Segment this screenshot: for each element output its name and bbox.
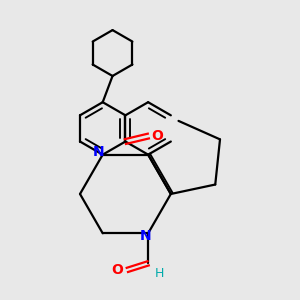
Text: N: N (92, 145, 104, 159)
Text: N: N (140, 229, 151, 243)
Text: O: O (152, 128, 164, 142)
Text: H: H (155, 267, 164, 280)
Text: O: O (112, 263, 124, 277)
